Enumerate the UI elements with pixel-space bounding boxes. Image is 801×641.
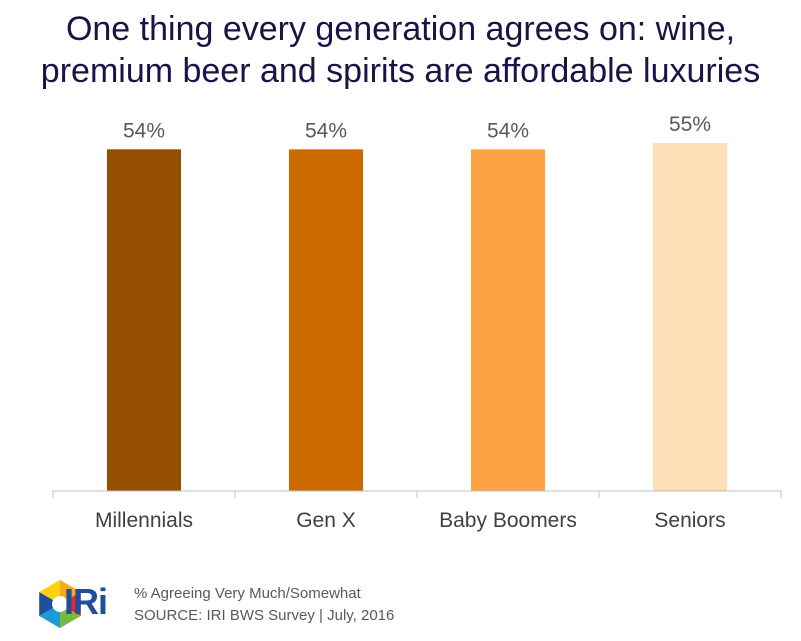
bar-seniors	[653, 143, 727, 491]
category-label: Seniors	[654, 509, 725, 532]
brand-name: IRi	[64, 581, 108, 622]
footer-note: % Agreeing Very Much/Somewhat	[134, 585, 361, 602]
bar-baby-boomers	[471, 149, 545, 491]
chart-title: One thing every generation agrees on: wi…	[0, 8, 801, 92]
chart-title-line-2: premium beer and spirits are affordable …	[40, 52, 761, 90]
data-label: 54%	[305, 119, 347, 142]
bar-millennials	[107, 149, 181, 491]
category-label: Millennials	[95, 509, 193, 532]
footer-source: SOURCE: IRI BWS Survey | July, 2016	[134, 607, 395, 624]
bars-layer	[107, 143, 727, 491]
axis-layer	[52, 490, 782, 498]
category-label: Baby Boomers	[439, 509, 577, 532]
iri-logo-icon	[39, 580, 81, 628]
data-label: 54%	[487, 119, 529, 142]
labels-layer: 54% Millennials 54% Gen X 54% Baby Boomers 55%…	[95, 113, 726, 532]
category-label: Gen X	[296, 509, 356, 532]
data-label: 54%	[123, 119, 165, 142]
footer: % Agreeing Very Much/Somewhat SOURCE: IR…	[134, 583, 394, 627]
chart-title-line-1: One thing every generation agrees on: wi…	[65, 10, 736, 48]
bar-gen-x	[289, 149, 363, 491]
data-label: 55%	[669, 113, 711, 136]
